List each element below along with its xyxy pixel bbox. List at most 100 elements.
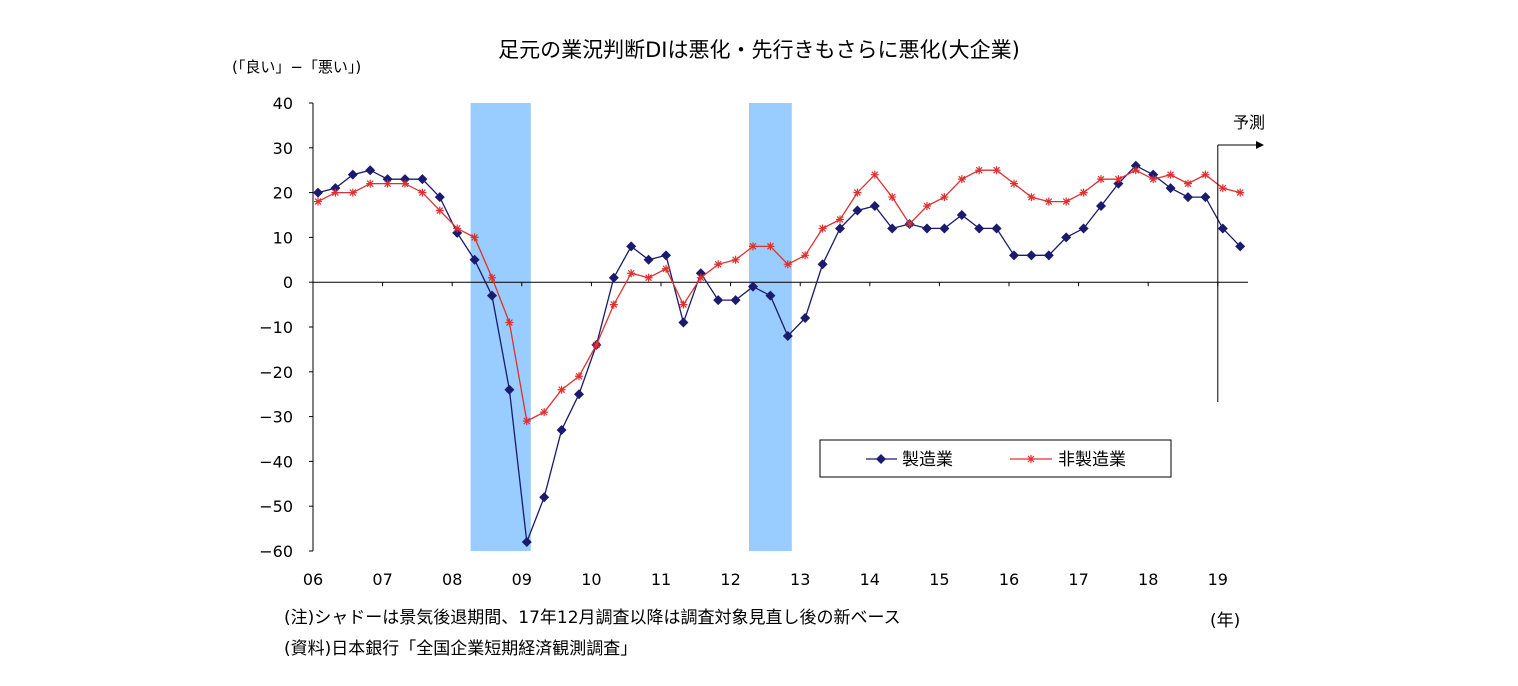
data-point bbox=[1184, 179, 1192, 188]
x-tick-label: 19 bbox=[1208, 570, 1228, 589]
data-point bbox=[748, 281, 758, 292]
data-point bbox=[1217, 223, 1228, 234]
y-tick-label: −50 bbox=[259, 497, 293, 516]
x-tick-label: 13 bbox=[790, 570, 810, 589]
data-point bbox=[679, 300, 688, 309]
legend-diamond-icon bbox=[876, 454, 886, 464]
data-point bbox=[888, 193, 897, 202]
y-axis-unit-label: (「良い」−「悪い」) bbox=[232, 58, 362, 76]
data-point bbox=[835, 223, 845, 234]
series-line bbox=[317, 164, 1241, 543]
data-point bbox=[714, 260, 723, 269]
x-tick-label: 16 bbox=[999, 570, 1019, 589]
x-axis-unit-label: (年) bbox=[1210, 611, 1241, 631]
data-point bbox=[469, 254, 480, 265]
data-point bbox=[887, 223, 898, 234]
data-point bbox=[487, 290, 497, 301]
x-tick-label: 14 bbox=[860, 570, 880, 589]
data-point bbox=[783, 260, 792, 269]
data-point bbox=[1097, 175, 1105, 184]
data-point bbox=[643, 254, 654, 265]
data-point bbox=[782, 330, 793, 341]
data-point bbox=[1200, 192, 1211, 203]
data-point bbox=[314, 197, 322, 206]
data-point bbox=[644, 273, 653, 282]
data-point bbox=[1009, 250, 1019, 261]
data-point bbox=[1149, 175, 1158, 184]
data-point bbox=[1010, 179, 1018, 188]
y-tick-label: 10 bbox=[273, 228, 293, 247]
data-point bbox=[1043, 250, 1054, 261]
data-point bbox=[801, 251, 810, 260]
data-point bbox=[470, 233, 479, 242]
data-point bbox=[1165, 183, 1176, 194]
forecast-marker-layer: 予測 bbox=[1217, 113, 1265, 402]
legend-label-non-manufacturing: 非製造業 bbox=[1058, 450, 1126, 470]
data-point bbox=[1218, 184, 1227, 193]
data-point bbox=[1061, 232, 1072, 243]
forecast-label: 予測 bbox=[1233, 113, 1265, 132]
chart-note: (注)シャドーは景気後退期間、17年12月調査以降は調査対象見直し後の新ベース bbox=[284, 608, 901, 628]
chart-title: 足元の業況判断DIは悪化・先行きもさらに悪化(大企業) bbox=[498, 38, 1020, 62]
y-tick-label: −60 bbox=[259, 542, 293, 561]
data-point bbox=[627, 269, 636, 278]
data-point bbox=[975, 166, 984, 175]
data-point bbox=[765, 290, 776, 301]
data-point bbox=[1236, 188, 1245, 197]
data-point bbox=[434, 192, 445, 203]
data-point bbox=[557, 385, 566, 394]
y-tick-label: −10 bbox=[259, 318, 293, 337]
data-point bbox=[1044, 197, 1053, 206]
data-point bbox=[1026, 250, 1037, 261]
data-point bbox=[974, 223, 985, 234]
data-point bbox=[1201, 170, 1210, 179]
data-point bbox=[956, 210, 967, 220]
chart-source: (資料)日本銀行「全国企業短期経済観測調査」 bbox=[284, 639, 638, 659]
data-point bbox=[1078, 223, 1089, 234]
data-point bbox=[1235, 241, 1246, 252]
x-tick-label: 06 bbox=[303, 570, 323, 589]
data-point bbox=[347, 169, 358, 180]
y-tick-label: −20 bbox=[259, 363, 293, 382]
data-point bbox=[505, 318, 514, 327]
data-point bbox=[453, 224, 462, 233]
data-point bbox=[401, 179, 409, 188]
series-non-manufacturing bbox=[314, 166, 1245, 426]
recession-shading-layer bbox=[470, 103, 792, 551]
data-point bbox=[592, 340, 601, 349]
data-point bbox=[922, 223, 932, 234]
data-point bbox=[991, 223, 1002, 234]
data-point bbox=[957, 175, 966, 184]
data-point bbox=[540, 408, 549, 417]
legend-label-manufacturing: 製造業 bbox=[902, 450, 953, 470]
data-point bbox=[1096, 201, 1106, 212]
x-tick-label: 15 bbox=[929, 570, 949, 589]
axis-layer: 40 30 20 10 0 −10 −20 −30 −40 −50 −60 06 07 08 09 10 11 1… bbox=[259, 94, 1248, 589]
x-tick-label: 12 bbox=[720, 570, 740, 589]
x-tick-label: 08 bbox=[442, 570, 462, 589]
data-point bbox=[435, 206, 444, 215]
data-point bbox=[521, 537, 532, 548]
data-point bbox=[696, 273, 705, 282]
data-point bbox=[713, 295, 724, 306]
x-tick-label: 18 bbox=[1138, 570, 1158, 589]
data-point bbox=[1114, 175, 1123, 184]
forecast-arrow-head-icon bbox=[1256, 141, 1264, 149]
data-point bbox=[766, 242, 775, 251]
x-tick-label: 07 bbox=[372, 570, 392, 589]
x-tick-label: 10 bbox=[581, 570, 601, 589]
data-point bbox=[488, 273, 496, 282]
legend: 製造業 非製造業 bbox=[819, 439, 1172, 478]
data-point bbox=[730, 295, 741, 306]
data-point bbox=[366, 179, 375, 188]
data-point bbox=[539, 492, 550, 503]
data-point bbox=[905, 219, 914, 228]
data-point bbox=[869, 201, 880, 212]
data-point bbox=[818, 224, 827, 233]
data-point bbox=[331, 188, 340, 197]
data-point bbox=[574, 389, 584, 400]
data-point bbox=[678, 317, 689, 328]
data-point bbox=[626, 241, 637, 252]
series-layer bbox=[313, 160, 1246, 548]
